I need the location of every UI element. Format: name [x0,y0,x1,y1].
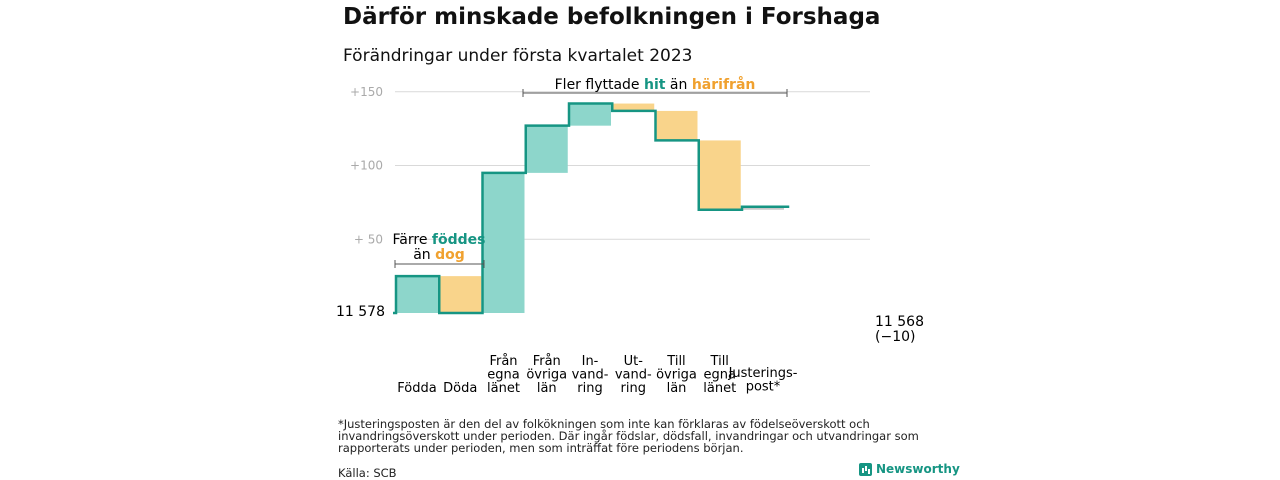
migration-annotation-text: Fler flyttade hit än härifrån [555,76,756,93]
gridlines [395,91,870,240]
y-tick-labels: + 50 +100 +150 [350,85,383,247]
start-value-label: 11 578 [336,304,385,320]
category-label: Födda [397,381,436,396]
category-label: Från egna länet [487,354,520,396]
bar [569,103,611,126]
bar-chart-icon [859,462,872,476]
bar [396,276,438,313]
footnote: *Justeringsposten är den del av folkökni… [338,417,919,455]
source-label: Källa: SCB [338,466,397,480]
category-label: Justerings-post* [728,366,798,395]
bar [612,103,655,111]
brand-name: Newsworthy [876,462,960,476]
running-total-line [393,102,790,315]
bar [698,140,741,210]
running-total-path [393,102,790,315]
bar [525,125,568,173]
bars [396,103,784,313]
waterfall-chart: + 50 +100 +150 Färre föddes än dog Fler fl… [336,76,924,396]
category-label: Till egna länet [703,354,736,396]
y-tick-label: +150 [350,85,383,99]
category-label: Till övriga län [656,354,697,396]
chart-subtitle: Förändringar under första kvartalet 2023 [343,46,693,66]
chart-title: Därför minskade befolkningen i Forshaga [343,4,881,30]
category-label: Döda [443,381,477,396]
bar [655,110,698,141]
category-label: Från övriga län [526,354,567,396]
bar [482,172,525,313]
bar [742,206,784,210]
migration-annotation: Fler flyttade hit än härifrån [522,76,788,97]
births-annotation: Färre föddes än dog [393,232,486,268]
category-label: Ut-vand-ring [615,354,652,396]
births-annotation-line1: Färre föddes [393,232,486,248]
y-tick-label: + 50 [354,232,383,246]
newsworthy-logo: Newsworthy [859,462,960,476]
category-label: In-vand-ring [572,354,609,396]
end-change-label: (−10) [875,329,915,345]
end-value-label: 11 568 [875,314,924,330]
y-tick-label: +100 [350,159,383,173]
births-annotation-line2: än dog [413,247,465,263]
bar [439,276,482,313]
